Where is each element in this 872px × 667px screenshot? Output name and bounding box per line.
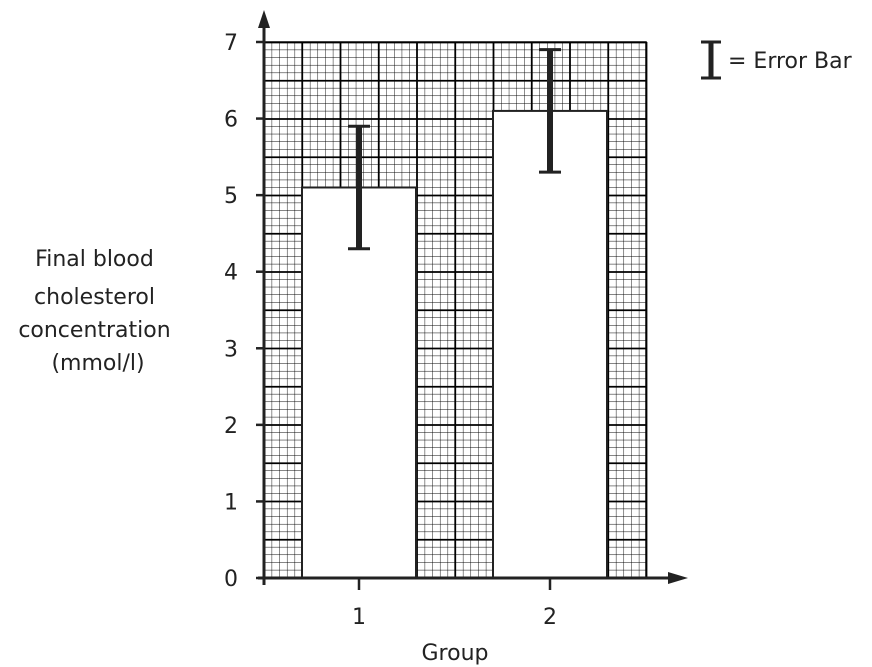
- bar: [301, 186, 417, 579]
- legend-label: = Error Bar: [728, 49, 853, 74]
- error-bars: [348, 48, 561, 251]
- axes: [258, 10, 688, 585]
- x-axis-arrow-icon: [668, 572, 688, 584]
- x-axis-title: Group: [422, 641, 489, 666]
- y-axis-title: Final blood cholesterol concentration (m…: [18, 247, 177, 376]
- error-bar-icon: [701, 40, 721, 80]
- y-axis-title-line: cholesterol: [34, 285, 155, 310]
- y-tick-label: 6: [224, 108, 238, 133]
- x-tick-label: 2: [543, 605, 557, 630]
- x-tick-label: 1: [352, 605, 366, 630]
- y-ticks: 0 1 2 3 4 5 6 7: [224, 31, 264, 592]
- y-tick-label: 3: [224, 337, 238, 362]
- y-tick-label: 0: [224, 567, 238, 592]
- y-tick-label: 5: [224, 184, 238, 209]
- y-axis-title-line: concentration: [18, 318, 170, 343]
- y-axis-title-line: (mmol/l): [51, 351, 144, 376]
- y-axis-title-line: Final blood: [35, 247, 154, 272]
- y-tick-label: 1: [224, 490, 238, 515]
- y-axis-arrow-icon: [258, 10, 270, 28]
- error-bar: [348, 124, 370, 251]
- y-tick-label: 4: [224, 261, 238, 286]
- y-tick-label: 7: [224, 31, 238, 56]
- bar: [492, 109, 608, 580]
- legend: = Error Bar: [701, 40, 853, 80]
- error-bar: [539, 48, 561, 174]
- y-tick-label: 2: [224, 414, 238, 439]
